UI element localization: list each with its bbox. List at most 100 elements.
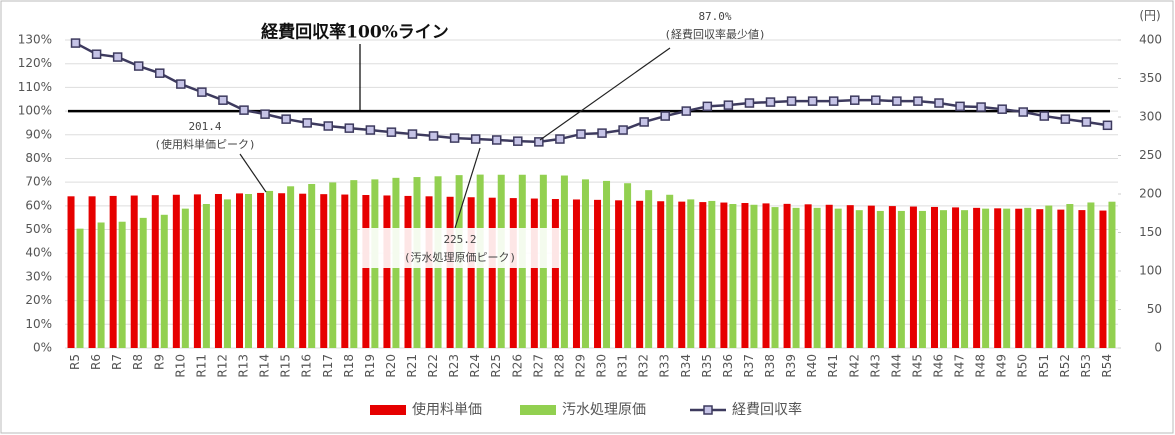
y-tick-label: 60%: [25, 198, 52, 212]
y2-tick-label: 150: [1139, 225, 1162, 239]
bar: [825, 204, 833, 348]
bar: [918, 210, 926, 348]
x-tick-label: R27: [531, 354, 545, 378]
y-tick-label: 20%: [25, 293, 52, 307]
bar: [666, 194, 674, 348]
bar: [287, 186, 295, 348]
bar: [1108, 201, 1116, 348]
x-tick-label: R12: [215, 354, 229, 378]
bar: [193, 194, 201, 348]
marker: [871, 95, 881, 105]
annotation-value: 225.2: [443, 233, 476, 246]
marker: [618, 125, 628, 135]
marker: [513, 136, 523, 146]
x-tick-label: R36: [721, 354, 735, 378]
x-tick-label: R42: [847, 354, 861, 378]
x-tick-label: R6: [89, 354, 103, 370]
bar: [139, 217, 147, 348]
bar: [699, 202, 707, 348]
x-tick-label: R38: [763, 354, 777, 378]
bar: [973, 207, 981, 348]
bar: [299, 193, 307, 348]
annotation-note: (使用料単価ピーク): [154, 137, 255, 151]
y2-tick-label: 0: [1154, 341, 1162, 355]
bar: [624, 183, 632, 348]
marker: [239, 105, 249, 115]
marker: [681, 106, 692, 116]
marker: [913, 96, 923, 106]
bar: [846, 205, 854, 348]
marker: [218, 95, 228, 105]
bar: [1015, 208, 1023, 348]
arrow: [539, 47, 671, 141]
marker: [1018, 107, 1028, 117]
annotation-value: 87.0%: [698, 10, 731, 23]
x-tick-label: R19: [363, 354, 377, 378]
legend-label: 使用料単価: [412, 401, 482, 418]
bar: [961, 210, 969, 348]
y2-tick-label: 100: [1139, 264, 1162, 278]
marker: [765, 97, 776, 107]
bar: [1024, 207, 1032, 348]
marker: [850, 95, 860, 105]
marker: [997, 104, 1007, 114]
bar: [594, 199, 602, 348]
bar: [425, 196, 433, 348]
bar: [341, 194, 349, 348]
bar: [383, 195, 391, 348]
marker: [534, 137, 544, 147]
bar: [867, 205, 875, 348]
marker: [470, 134, 481, 144]
y-tick-label: 90%: [25, 127, 52, 141]
marker: [70, 38, 81, 48]
x-tick-label: R9: [152, 354, 166, 370]
bar: [329, 182, 337, 348]
x-tick-label: R23: [447, 354, 461, 378]
bar: [813, 207, 821, 348]
marker: [1039, 111, 1050, 121]
legend-swatch: [520, 405, 556, 415]
marker: [660, 111, 670, 121]
x-tick-label: R24: [468, 354, 482, 378]
bar: [130, 195, 138, 348]
x-tick-label: R35: [700, 354, 714, 378]
bar: [76, 228, 84, 348]
bar: [1036, 209, 1044, 348]
marker: [155, 68, 165, 78]
bar: [909, 206, 917, 348]
legend-label: 汚水処理原価: [562, 402, 646, 418]
marker: [91, 49, 102, 59]
bar: [678, 201, 686, 348]
marker: [323, 121, 333, 131]
bar: [855, 210, 863, 348]
y-tick-label: 110%: [18, 80, 52, 94]
marker: [344, 123, 355, 133]
x-tick-label: R5: [68, 354, 82, 370]
y-tick-label: 30%: [25, 269, 52, 283]
x-tick-label: R13: [237, 354, 251, 378]
marker: [407, 129, 418, 139]
y-tick-label: 100%: [18, 104, 52, 118]
marker: [807, 96, 818, 106]
marker: [1102, 120, 1113, 131]
marker: [1081, 117, 1092, 127]
y2-tick-label: 250: [1139, 148, 1162, 162]
y2-tick-label: 300: [1139, 110, 1162, 124]
x-tick-label: R14: [258, 354, 272, 378]
marker: [386, 127, 397, 137]
marker: [302, 118, 312, 128]
x-tick-label: R33: [658, 354, 672, 378]
bar: [530, 198, 538, 348]
bar: [404, 195, 412, 348]
x-tick-label: R16: [300, 354, 314, 378]
bar: [467, 197, 475, 348]
bar: [741, 203, 749, 348]
marker: [828, 96, 839, 106]
y2-label: (円): [1139, 9, 1160, 23]
marker: [786, 96, 797, 106]
bar: [97, 222, 105, 348]
x-tick-label: R20: [384, 354, 398, 378]
marker: [597, 128, 607, 138]
x-tick-label: R30: [595, 354, 609, 378]
marker: [197, 87, 207, 97]
